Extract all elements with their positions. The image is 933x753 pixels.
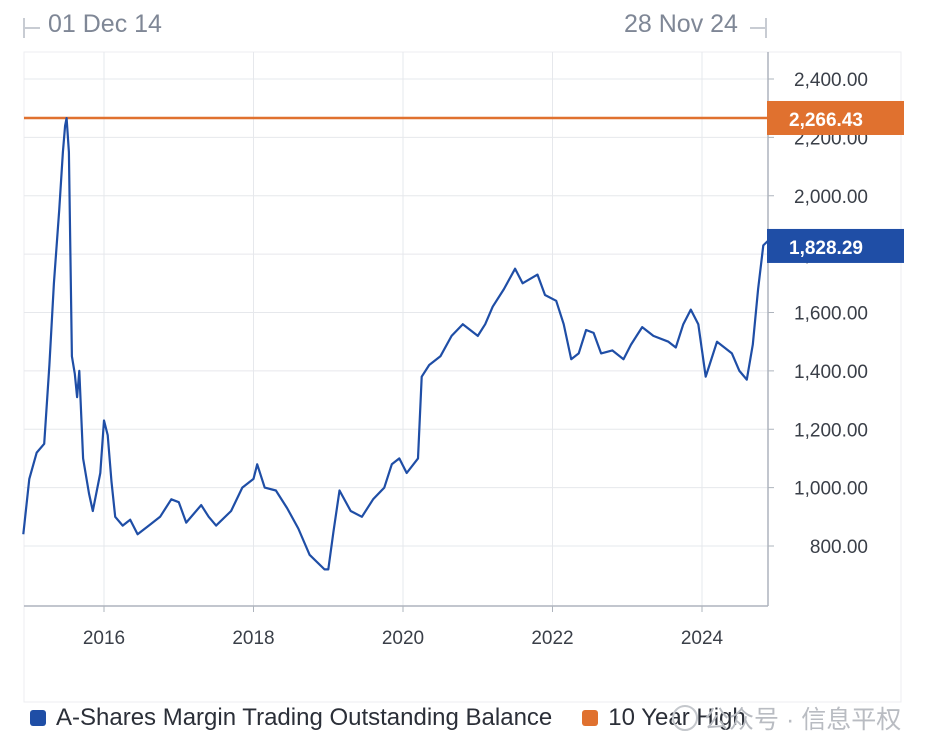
y-tick-label: 1,600.00 <box>794 304 868 325</box>
ten-year-high-badge: 2,266.43 <box>767 100 904 135</box>
watermark: 公众号 · 信息平权 <box>672 700 901 736</box>
y-tick-label: 1,200.00 <box>794 420 868 441</box>
y-tick-label: 2,400.00 <box>794 70 868 91</box>
range-end-handle-icon <box>750 18 767 38</box>
x-tick-label: 2018 <box>232 628 274 649</box>
chart-frame <box>23 51 902 703</box>
wechat-icon <box>672 705 698 731</box>
last-value-badge-bg <box>767 228 904 263</box>
x-tick-label: 2024 <box>681 628 724 649</box>
range-start-handle-icon <box>23 18 40 38</box>
legend-item-series[interactable]: A-Shares Margin Trading Outstanding Bala… <box>30 704 552 732</box>
legend-label-series: A-Shares Margin Trading Outstanding Bala… <box>56 704 553 731</box>
ten-year-high-badge-bg <box>767 100 904 135</box>
y-tick-label: 800.00 <box>810 537 868 558</box>
last-value-badge: 1,828.29 <box>767 228 904 263</box>
x-tick-label: 2016 <box>83 628 125 649</box>
series-line-margin-balance <box>22 117 772 571</box>
y-tick-label: 1,000.00 <box>794 479 868 500</box>
y-tick-label: 1,400.00 <box>794 362 868 383</box>
last-value-badge-text: 1,828.29 <box>789 238 863 259</box>
x-tick-label: 2022 <box>531 628 573 649</box>
legend-swatch-high <box>582 710 599 726</box>
legend-swatch-series <box>30 710 46 726</box>
legend: A-Shares Margin Trading Outstanding Bala… <box>30 704 776 732</box>
ten-year-high-badge-text: 2,266.43 <box>789 110 863 131</box>
y-tick-label: 2,000.00 <box>794 187 868 208</box>
range-end-label[interactable]: 28 Nov 24 <box>624 10 738 38</box>
range-start-label[interactable]: 01 Dec 14 <box>48 10 162 38</box>
x-tick-label: 2020 <box>382 628 424 649</box>
watermark-text: 公众号 · 信息平权 <box>704 706 902 734</box>
